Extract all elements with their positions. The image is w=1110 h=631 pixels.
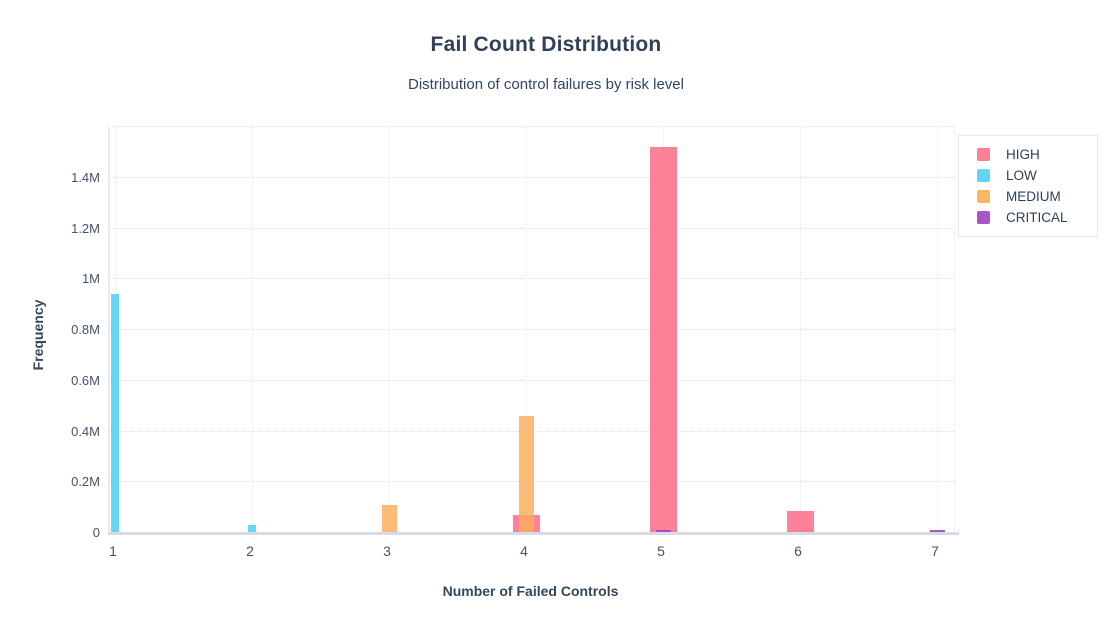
gridline-v [937, 127, 938, 533]
bar-low-2[interactable] [248, 525, 256, 533]
x-tick-label-6: 6 [794, 543, 802, 559]
legend-item-high[interactable]: HIGH [977, 144, 1097, 165]
legend-label: LOW [1006, 168, 1037, 183]
x-tick-label-4: 4 [520, 543, 528, 559]
chart-title: Fail Count Distribution [430, 33, 662, 56]
x-axis-title: Number of Failed Controls [442, 583, 619, 599]
gridline-h [110, 329, 955, 330]
legend-swatch-critical [977, 211, 990, 224]
legend-item-medium[interactable]: MEDIUM [977, 186, 1097, 207]
y-axis-title: Frequency [30, 299, 46, 371]
bar-high-5[interactable] [649, 147, 677, 533]
x-tick-label-1: 1 [109, 543, 117, 559]
legend-label: CRITICAL [1006, 210, 1068, 225]
legend-label: MEDIUM [1006, 189, 1061, 204]
bar-medium-4[interactable] [518, 416, 534, 533]
legend-swatch-medium [977, 190, 990, 203]
gridline-h [110, 227, 955, 229]
bar-low-1[interactable] [111, 294, 119, 533]
y-tick-label-0: 0 [92, 525, 100, 540]
bar-critical-5[interactable] [655, 529, 671, 533]
x-tick-label-5: 5 [657, 543, 665, 559]
gridline-h [110, 176, 955, 178]
gridline-v [800, 127, 801, 533]
gridline-h [110, 278, 955, 280]
x-tick-label-7: 7 [931, 543, 939, 559]
x-tick-label-3: 3 [383, 543, 391, 559]
y-tick-label-0.2M: 0.2M [71, 474, 100, 490]
legend-item-low[interactable]: LOW [977, 165, 1097, 186]
y-tick-label-1M: 1M [81, 271, 100, 287]
bar-critical-7[interactable] [929, 530, 945, 533]
plot-right-border [954, 127, 955, 533]
y-tick-label-1.4M: 1.4M [71, 169, 100, 185]
legend-swatch-high [977, 148, 990, 161]
y-tick-label-0.4M: 0.4M [71, 423, 100, 439]
gridline-v [252, 127, 253, 533]
plot-area [108, 126, 959, 535]
y-tick-label-1.2M: 1.2M [71, 220, 100, 236]
bar-medium-3[interactable] [381, 505, 397, 533]
legend-item-critical[interactable]: CRITICAL [977, 207, 1097, 228]
y-tick-label-0.6M: 0.6M [71, 372, 100, 388]
chart-subtitle: Distribution of control failures by risk… [408, 76, 684, 93]
gridline-h [110, 379, 955, 381]
gridline-v [389, 127, 390, 533]
x-axis-line [108, 532, 959, 535]
y-tick-label-0.8M: 0.8M [71, 322, 100, 337]
gridline-v [526, 127, 527, 533]
legend: HIGH LOW MEDIUM CRITICAL [958, 135, 1098, 237]
x-tick-label-2: 2 [246, 543, 254, 559]
gridline-h [110, 126, 955, 127]
legend-swatch-low [977, 169, 990, 182]
legend-label: HIGH [1006, 147, 1040, 162]
bar-high-6[interactable] [786, 511, 814, 533]
